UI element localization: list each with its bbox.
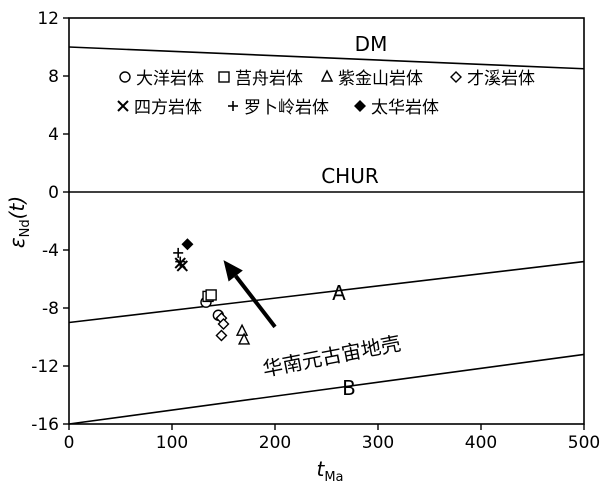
legend-label: 太华岩体 <box>371 98 439 118</box>
reference-line-a <box>68 260 585 324</box>
legend-label: 大洋岩体 <box>136 69 204 89</box>
data-point <box>173 247 184 258</box>
y-tick-label: 12 <box>37 9 59 29</box>
x-tick-label: 200 <box>259 433 291 453</box>
y-axis-ticks: 12 8 4 0 -4 -8 -12 -16 <box>31 9 69 435</box>
filled-diamond-marker <box>181 238 194 251</box>
x-tick-label: 400 <box>465 433 497 453</box>
legend-label: 罗卜岭岩体 <box>244 98 329 118</box>
data-point <box>215 329 228 342</box>
reference-line-label: DM <box>355 32 388 56</box>
data-point <box>237 332 251 345</box>
y-tick-label: 0 <box>48 183 59 203</box>
diamond-marker <box>450 71 462 83</box>
x-marker-stroke <box>117 100 129 112</box>
legend-label: 四方岩体 <box>134 98 202 118</box>
y-tick-label: -12 <box>31 357 59 377</box>
region-label: 华南元古宙地壳 <box>261 331 403 381</box>
triangle-marker <box>320 69 334 82</box>
x-tick-label: 0 <box>64 433 75 453</box>
reference-line-label: B <box>342 376 356 400</box>
filled-diamond-marker <box>354 100 366 112</box>
x-marker-stroke <box>176 260 189 272</box>
legend-label: 才溪岩体 <box>467 69 535 89</box>
legend-label: 紫金山岩体 <box>338 69 423 89</box>
legend-item: 莒舟岩体 <box>218 69 303 89</box>
legend-item: 四方岩体 <box>117 98 202 118</box>
legend-item: 大洋岩体 <box>119 69 204 89</box>
legend-item: 罗卜岭岩体 <box>228 98 329 118</box>
legend-marker <box>450 71 462 83</box>
x-tick-label: 100 <box>156 433 188 453</box>
y-tick-label: -16 <box>31 415 59 435</box>
triangle-marker <box>235 323 249 336</box>
diamond-marker <box>215 329 228 342</box>
legend-marker <box>354 100 366 112</box>
legend-marker <box>218 71 230 83</box>
data-point <box>176 260 189 272</box>
data-point <box>235 323 249 336</box>
arrow-head <box>223 260 243 282</box>
y-tick-label: 8 <box>48 67 59 87</box>
y-tick-label: -8 <box>42 299 59 319</box>
legend-marker <box>228 101 238 111</box>
x-tick-label: 300 <box>362 433 394 453</box>
reference-line-dm <box>68 46 585 70</box>
data-point <box>205 289 217 301</box>
x-tick-label: 500 <box>568 433 600 453</box>
plot-frame <box>68 17 585 425</box>
square-marker <box>218 71 230 83</box>
triangle-marker <box>237 332 251 345</box>
x-axis-ticks: 0 100 200 300 400 500 <box>64 424 600 453</box>
y-axis-label: εNd(t) <box>5 196 33 248</box>
plot-area <box>68 17 585 425</box>
legend-label: 莒舟岩体 <box>235 69 303 89</box>
data-point <box>181 238 194 251</box>
x-axis-label: tMa <box>316 457 343 483</box>
data-points <box>173 238 251 345</box>
reference-line-label: CHUR <box>321 164 379 188</box>
circle-marker <box>119 71 131 83</box>
reference-lines <box>68 46 585 425</box>
legend-marker <box>320 69 334 82</box>
arrow-shaft <box>234 274 277 329</box>
legend-item: 紫金山岩体 <box>320 69 423 89</box>
legend-marker <box>119 71 131 83</box>
legend-item: 太华岩体 <box>354 98 439 118</box>
reference-line-label: A <box>332 281 346 305</box>
square-marker <box>205 289 217 301</box>
y-tick-label: 4 <box>48 125 59 145</box>
diamond-marker <box>217 317 230 330</box>
reference-line-b <box>68 353 585 425</box>
legend-item: 才溪岩体 <box>450 69 535 89</box>
data-point <box>175 256 186 267</box>
legend-marker <box>117 100 129 112</box>
y-tick-label: -4 <box>42 241 59 261</box>
data-point <box>217 317 230 330</box>
